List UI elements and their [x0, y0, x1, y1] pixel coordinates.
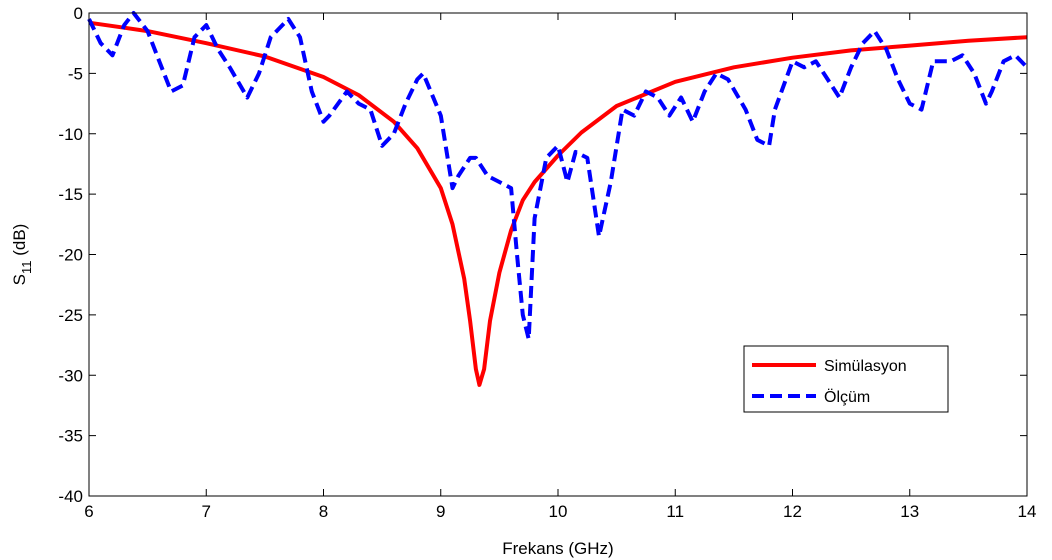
- y-tick-label--10: -10: [58, 125, 83, 144]
- x-tick-label-12: 12: [783, 502, 802, 521]
- y-axis-title-unit: (dB): [10, 224, 29, 261]
- y-tick-label--20: -20: [58, 246, 83, 265]
- x-tick-label-9: 9: [436, 502, 445, 521]
- series-layer: [87, 11, 1029, 387]
- x-tick-label-14: 14: [1018, 502, 1037, 521]
- y-axis-title: S11 (dB): [10, 224, 34, 286]
- x-tick-label-11: 11: [666, 502, 684, 521]
- legend-box: [743, 345, 949, 413]
- x-tick-label-10: 10: [549, 502, 568, 521]
- x-tick-label-8: 8: [319, 502, 328, 521]
- x-axis-title: Frekans (GHz): [502, 539, 613, 558]
- y-tick-label-0: 0: [74, 4, 83, 23]
- y-tick-label--5: -5: [68, 64, 83, 83]
- y-tick-label--40: -40: [58, 487, 83, 506]
- series-line-simulasyon: [88, 20, 1028, 387]
- axis-ticks: [88, 12, 1028, 497]
- y-tick-label--30: -30: [58, 366, 83, 385]
- x-tick-label-13: 13: [900, 502, 919, 521]
- legend-label-olcum: Ölçüm: [824, 388, 870, 406]
- series-line-olcum: [87, 11, 1029, 341]
- y-tick-label--15: -15: [58, 185, 83, 204]
- x-tick-label-7: 7: [202, 502, 211, 521]
- axis-tick-labels: 6 7 8 9 10 11 12 13 14 0 -5 -10 -15 -20 -25 -30 -35 -40: [58, 4, 1036, 521]
- y-axis-title-subscript: 11: [19, 261, 34, 275]
- y-tick-label--25: -25: [58, 306, 83, 325]
- legend: Simülasyon Ölçüm: [743, 345, 949, 413]
- y-axis-title-main: S: [10, 274, 29, 285]
- legend-label-simulasyon: Simülasyon: [824, 358, 907, 375]
- y-tick-label--35: -35: [58, 427, 83, 446]
- x-tick-label-6: 6: [84, 502, 93, 521]
